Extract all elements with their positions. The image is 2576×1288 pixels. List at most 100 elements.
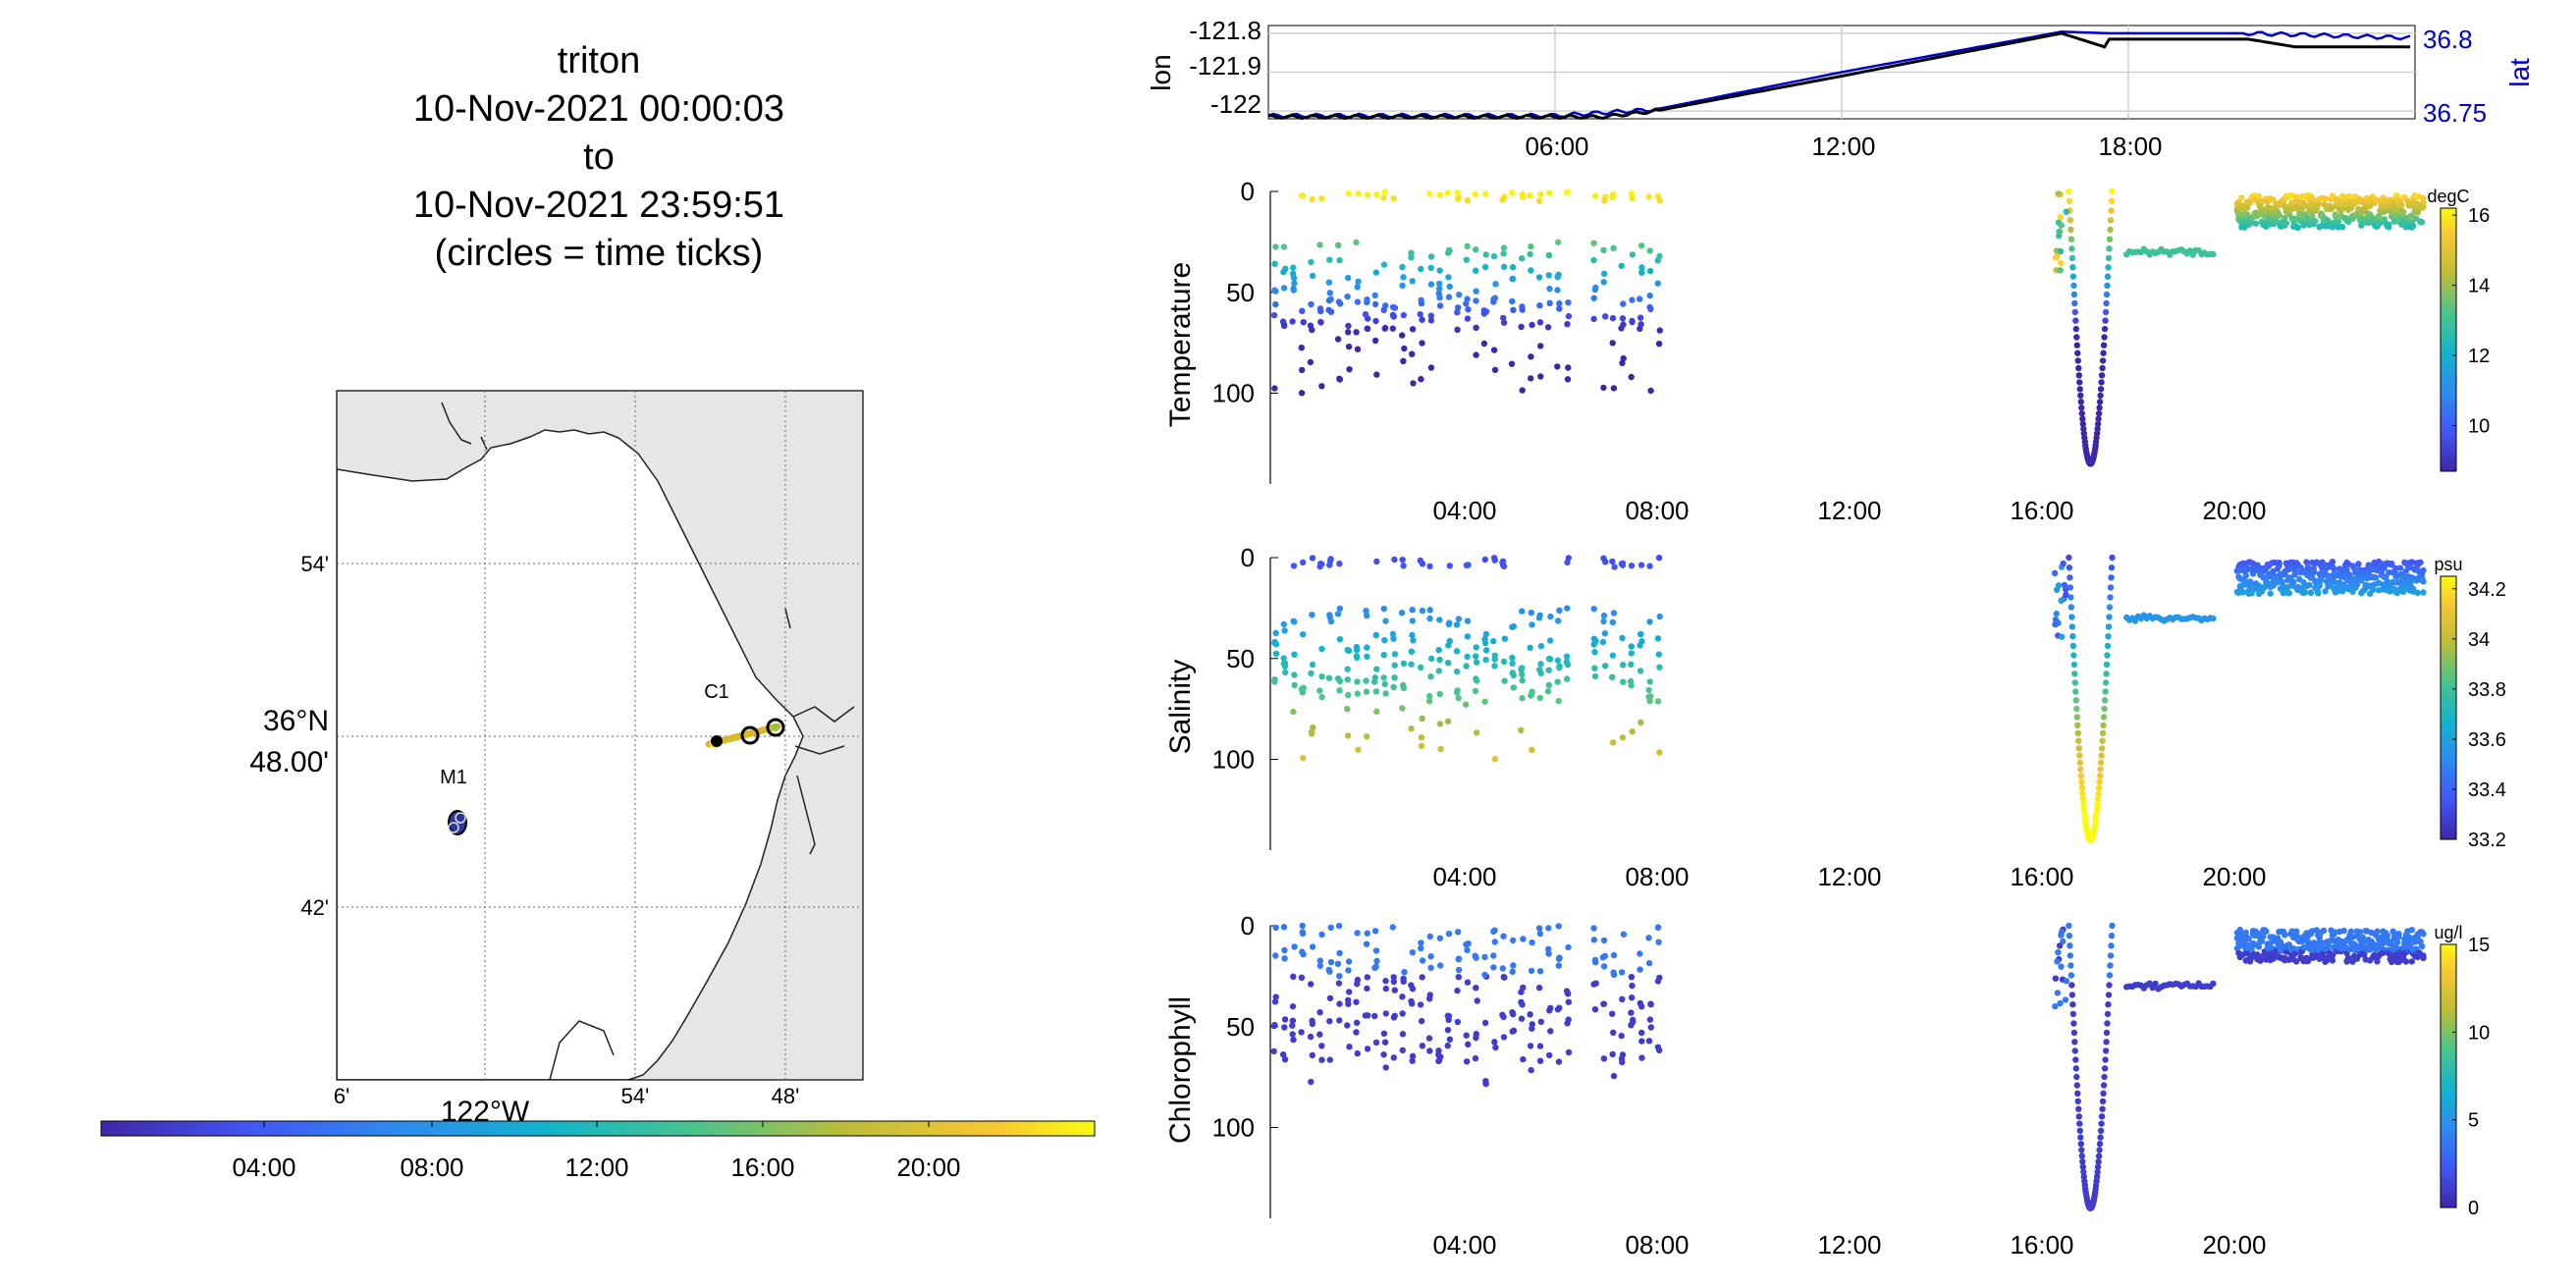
salinity-point (1418, 742, 1425, 749)
temperature-point (2068, 254, 2076, 262)
chlorophyll-point (2210, 980, 2217, 988)
chlorophyll-point (2313, 950, 2320, 958)
temperature-point (1565, 188, 1572, 195)
salinity-point (1453, 648, 1461, 655)
temperature-point (1373, 371, 1380, 378)
temperature-point (1445, 274, 1452, 281)
salinity-point (1620, 678, 1627, 685)
salinity-point (1344, 646, 1351, 654)
temperature-point (1418, 265, 1424, 273)
temperature-point (1638, 269, 1645, 276)
chlorophyll-point (1555, 962, 1563, 969)
chlorophyll-point (1399, 1031, 1407, 1038)
temperature-point (1528, 353, 1534, 360)
salinity-point (1637, 562, 1645, 568)
temperature-colorbar (2440, 207, 2457, 472)
chlorophyll-point (1600, 937, 1608, 944)
map-lon-tick-6: 6' (334, 1084, 349, 1108)
chlorophyll-point (1326, 1056, 1334, 1063)
chlorophyll-point (1518, 989, 1525, 995)
chlorophyll-point (2356, 929, 2364, 936)
chlorophyll-colorbar-unit: ug/l (2434, 923, 2462, 942)
chlorophyll-point (1536, 968, 1544, 975)
chlorophyll-point (1528, 1066, 1534, 1074)
chlorophyll-point (2402, 958, 2410, 965)
chlorophyll-point (1419, 974, 1425, 981)
salinity-point (1629, 728, 1636, 735)
chlorophyll-point (1564, 1020, 1571, 1027)
chlorophyll-point (1619, 995, 1626, 1002)
salinity-point (1326, 612, 1333, 618)
chlorophyll-point (2263, 928, 2270, 935)
chlorophyll-point (2103, 1029, 2111, 1037)
temperature-point (1418, 299, 1425, 307)
salinity-points (1271, 554, 2427, 843)
salinity-point (1435, 668, 1443, 674)
salinity-point (1355, 746, 1362, 753)
chlorophyll-point (1281, 1024, 1288, 1031)
salinity-cbar-tick-34: 34 (2468, 629, 2490, 651)
temperature-point (1355, 190, 1362, 197)
chlorophyll-point (2418, 942, 2426, 950)
chlorophyll-point (1380, 1051, 1387, 1058)
salinity-point (1373, 708, 1380, 715)
salinity-point (1602, 663, 1609, 670)
temperature-point (2073, 334, 2080, 341)
temperature-point (1373, 191, 1380, 198)
chlorophyll-point (2066, 933, 2073, 939)
chlorophyll-ylabel: Chlorophyll (1164, 996, 1197, 1144)
chlorophyll-point (1646, 1016, 1654, 1023)
temperature-point (1527, 250, 1533, 258)
salinity-point (1418, 664, 1424, 671)
salinity-point (2104, 652, 2111, 659)
temperature-point (1272, 243, 1279, 250)
pos-ylabel-right: lat (2504, 58, 2535, 87)
chlorophyll-point (2408, 927, 2415, 934)
salinity-point (2075, 737, 2082, 744)
temperature-point (1464, 295, 1471, 302)
temperature-point (1535, 197, 1543, 204)
salinity-point (1519, 608, 1526, 615)
chlorophyll-point (1491, 939, 1499, 945)
chlorophyll-point (2076, 1127, 2083, 1135)
salinity-point (1599, 638, 1607, 646)
salinity-point (1373, 666, 1380, 672)
chlorophyll-point (1536, 1043, 1544, 1049)
salinity-point (2108, 574, 2115, 581)
temperature-point (1629, 317, 1636, 325)
salinity-point (1535, 615, 1543, 621)
salinity-point (2100, 722, 2107, 728)
temperature-point (1298, 345, 1306, 351)
chlorophyll-y-tick-100: 100 (1212, 1113, 1255, 1143)
chlorophyll-point (2384, 932, 2390, 939)
temperature-point (1619, 315, 1627, 322)
temperature-point (2358, 209, 2365, 216)
chlorophyll-point (2102, 1056, 2109, 1063)
salinity-point (1445, 660, 1452, 667)
chlorophyll-point (1446, 1036, 1454, 1044)
chlorophyll-point (1299, 948, 1306, 955)
salinity-point (1481, 635, 1488, 643)
salinity-cbar-tick-33.2: 33.2 (2468, 830, 2506, 851)
salinity-point (1363, 688, 1370, 695)
temperature-point (1564, 321, 1571, 328)
chlorophyll-point (2098, 1120, 2105, 1127)
salinity-point (2109, 554, 2116, 562)
salinity-point (1280, 620, 1288, 628)
temperature-point (2101, 325, 2109, 333)
temperature-point (1646, 267, 1654, 275)
temperature-point (1528, 375, 1534, 382)
temperature-point (1444, 249, 1452, 256)
time-cbar-label-2000: 20:00 (896, 1153, 960, 1182)
chlorophyll-point (2258, 938, 2266, 944)
chlorophyll-point (1364, 974, 1371, 981)
salinity-x-tick-20:00: 20:00 (2202, 862, 2266, 891)
salinity-point (2077, 773, 2084, 779)
salinity-point (1491, 557, 1499, 564)
chlorophyll-point (1391, 987, 1399, 993)
pos-lat-tick-1: 36.75 (2423, 98, 2487, 128)
temperature-point (1354, 284, 1361, 291)
temperature-point (1510, 306, 1517, 313)
salinity-point (2066, 554, 2072, 562)
salinity-point (1318, 561, 1325, 567)
